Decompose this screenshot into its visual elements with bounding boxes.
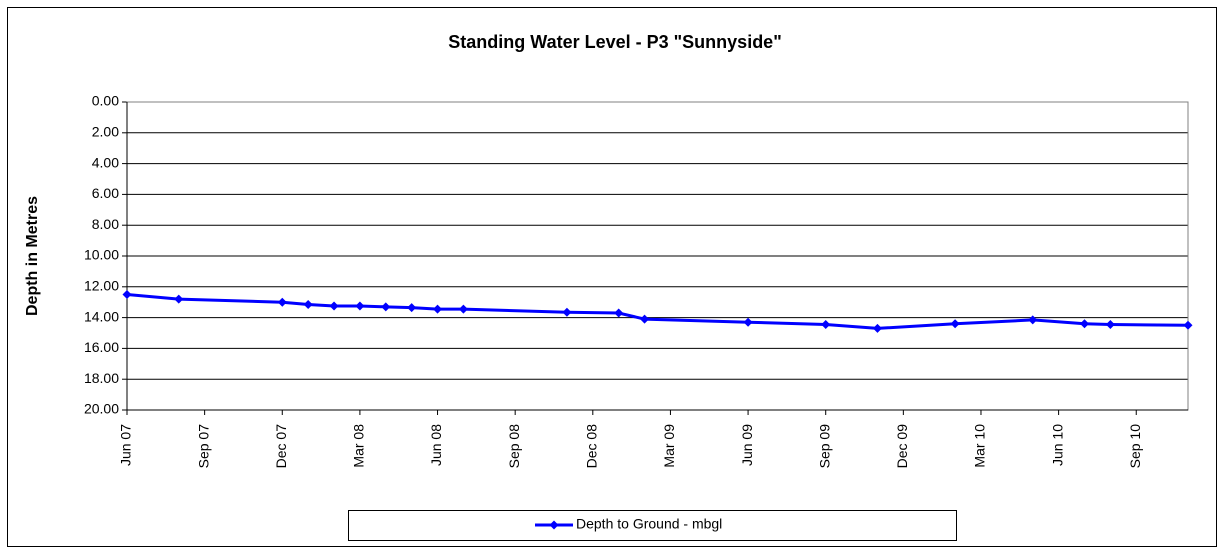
data-point (743, 317, 753, 327)
legend-marker (549, 520, 559, 530)
x-tick-label: Jun 07 (118, 424, 134, 466)
data-point (950, 319, 960, 329)
chart-border (7, 7, 1217, 547)
y-tick-label: 8.00 (92, 216, 119, 232)
x-tick-label: Sep 07 (195, 424, 211, 469)
x-tick-label: Jun 08 (428, 424, 444, 466)
y-tick-label: 4.00 (92, 154, 119, 170)
data-point (1183, 320, 1193, 330)
x-tick-label: Sep 10 (1127, 424, 1143, 469)
data-point (614, 308, 624, 318)
x-tick-label: Mar 09 (661, 424, 677, 468)
data-point (174, 294, 184, 304)
data-point (381, 302, 391, 312)
x-tick-label: Sep 09 (816, 424, 832, 469)
y-tick-label: 14.00 (84, 308, 119, 324)
data-point (1079, 319, 1089, 329)
x-tick-label: Jun 09 (739, 424, 755, 466)
y-tick-label: 6.00 (92, 185, 119, 201)
y-tick-label: 10.00 (84, 247, 119, 263)
data-point (355, 301, 365, 311)
data-point (407, 303, 417, 313)
x-tick-label: Jun 10 (1049, 424, 1065, 466)
chart-title: Standing Water Level - P3 "Sunnyside" (448, 32, 781, 52)
data-point (640, 314, 650, 324)
x-tick-label: Mar 10 (972, 424, 988, 468)
data-point (433, 304, 443, 314)
y-tick-label: 20.00 (84, 401, 119, 417)
data-point (122, 290, 132, 299)
y-axis-label: Depth in Metres (24, 196, 41, 316)
data-point (277, 297, 287, 307)
y-tick-label: 16.00 (84, 339, 119, 355)
x-tick-label: Mar 08 (351, 424, 367, 468)
data-point (329, 301, 339, 311)
x-tick-label: Sep 08 (506, 424, 522, 469)
y-tick-label: 2.00 (92, 124, 119, 140)
data-point (1105, 320, 1115, 330)
data-point (303, 300, 313, 310)
x-tick-label: Dec 08 (584, 424, 600, 469)
data-point (1028, 315, 1038, 325)
y-tick-label: 12.00 (84, 278, 119, 294)
data-point (458, 304, 468, 314)
legend-box (348, 510, 957, 541)
legend-label: Depth to Ground - mbgl (576, 516, 722, 532)
y-tick-label: 18.00 (84, 370, 119, 386)
data-point (872, 323, 882, 333)
x-tick-label: Dec 07 (273, 424, 289, 469)
data-point (562, 307, 572, 317)
x-tick-label: Dec 09 (894, 424, 910, 469)
data-point (821, 320, 831, 330)
y-tick-label: 0.00 (92, 93, 119, 109)
